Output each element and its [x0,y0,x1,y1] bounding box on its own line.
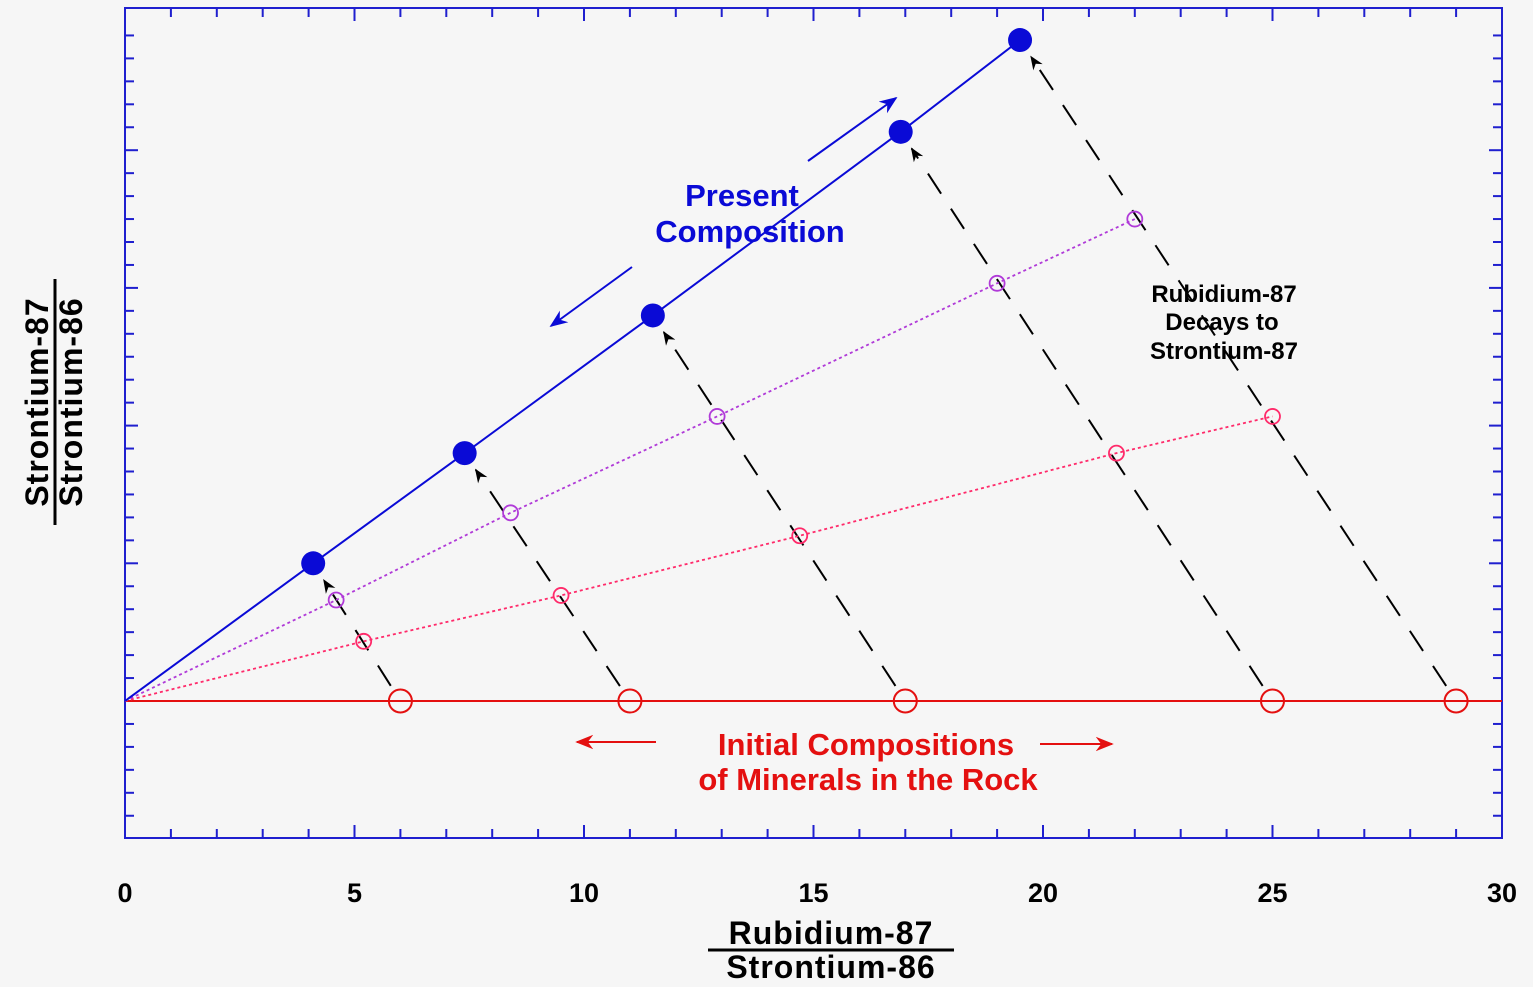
decay-arrows [323,55,1448,687]
initial-point [387,688,413,714]
x-tick-label: 20 [1028,878,1058,908]
series-markers [301,28,1469,714]
present-label-line2: Composition [655,214,844,249]
x-axis-numerator: Rubidium-87 [729,915,934,951]
initial-point [1443,688,1469,714]
x-tick-label: 30 [1487,878,1517,908]
trend-arrow-up-icon [807,96,898,162]
decay-arrow [474,468,621,687]
x-tick-label: 5 [347,878,362,908]
intermediate-point [791,527,809,545]
trend-arrow-down-icon [549,266,633,328]
initial-point [1260,688,1285,714]
present-point [888,119,913,144]
series-lines [124,39,1502,702]
present-label-line1: Present [685,178,799,213]
plot-frame [124,7,1503,839]
present-point [452,441,477,466]
x-axis-denominator: Strontium-86 [726,949,935,985]
intermediate-point [1264,408,1281,425]
x-tick-label: 0 [117,878,132,908]
intermediate-point [355,632,373,650]
decay-note-line2: Decays to [1165,309,1278,336]
intermediate-point [552,587,570,604]
y-axis-numerator: Strontium-87 [19,297,55,506]
x-axis-title: Rubidium-87 Strontium-86 [708,915,954,985]
y-axis-title: Strontium-87 Strontium-86 [19,279,89,525]
intermediate-point [708,408,726,425]
decay-arrow [323,579,392,687]
x-tick-label: 15 [798,878,828,908]
present-point [1008,28,1033,53]
series-line-present [124,39,1021,702]
intermediate-point [1108,444,1125,462]
present-composition-annotation: Present Composition [549,96,898,328]
intermediate-point [988,274,1006,292]
initial-point [892,688,918,714]
initial-label-line1: Initial Compositions [718,727,1014,762]
axis-ticks [124,8,1503,838]
y-axis-denominator: Strontium-86 [53,297,89,506]
intermediate-point [327,591,345,609]
initial-point [617,688,643,714]
decay-note-line3: Strontium-87 [1150,338,1298,365]
decay-arrow [910,147,1264,687]
decay-note-annotation: Rubidium-87 Decays to Strontium-87 [1150,281,1298,365]
initial-label-line2: of Minerals in the Rock [698,762,1038,797]
decay-note-line1: Rubidium-87 [1151,281,1296,308]
decay-arrow [1030,55,1448,687]
x-tick-labels: 0 5 10 15 20 25 30 [117,878,1517,908]
present-point [301,551,326,576]
initial-compositions-annotation: Initial Compositions of Minerals in the … [575,727,1114,797]
intermediate-point [1126,210,1144,228]
decay-arrow [662,331,897,687]
present-point [640,303,665,328]
intermediate-point [502,504,519,522]
series-line-intermediate-2 [124,218,1136,702]
x-tick-label: 25 [1257,878,1287,908]
series-line-intermediate-1 [124,415,1273,702]
x-tick-label: 10 [569,878,599,908]
